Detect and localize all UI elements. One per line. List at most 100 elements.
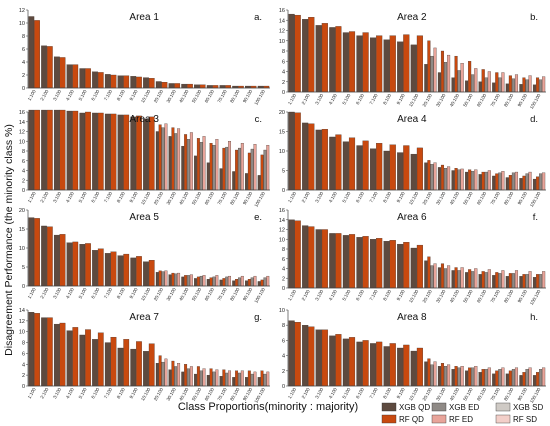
x-tick-label: 5:100 [78, 387, 88, 400]
bar-xgb-qd-2 [53, 56, 60, 89]
bar-rf-qd-9 [148, 343, 155, 387]
legend-label: XGB QD [399, 403, 430, 412]
panel-title: Area 8 [397, 312, 427, 323]
bar-rf-qd-5 [362, 236, 369, 289]
bar-rf-ed-16 [240, 143, 244, 191]
bar-xgb-ed-15 [225, 372, 229, 387]
bar-xgb-qd-16 [505, 276, 509, 289]
bar-xgb-qd-9 [410, 44, 417, 93]
x-tick-label: 8:100 [116, 191, 126, 204]
bar-rf-qd-12 [184, 275, 188, 287]
bar-xgb-qd-16 [232, 171, 236, 191]
bar-xgb-qd-8 [130, 348, 137, 387]
x-tick-label: 3:100 [314, 93, 324, 106]
panel-letter: b. [530, 12, 538, 23]
bar-rf-qd-12 [184, 364, 188, 387]
chart-panel-6: 0 2 4 6 8 10 12 14 16 1:100 2:100 3:100 4:100 5:100 6:… [279, 208, 546, 306]
bar-xgb-qd-9 [410, 153, 417, 191]
bar-rf-qd-16 [235, 279, 239, 287]
x-tick-label: 10:100 [408, 191, 420, 206]
bar-rf-qd-13 [468, 61, 472, 93]
bar-rf-qd-11 [440, 164, 445, 191]
bar-rf-qd-6 [376, 341, 383, 387]
bar-rf-ed-12 [460, 63, 464, 93]
bar-rf-ed-10 [164, 270, 168, 287]
bar-xgb-ed-15 [225, 146, 229, 191]
bar-rf-ed-13 [202, 136, 206, 191]
bar-rf-qd-4 [85, 68, 91, 89]
bar-rf-ed-14 [215, 275, 219, 287]
bar-xgb-ed-18 [539, 274, 543, 289]
y-tick-label: 6 [282, 59, 285, 65]
x-tick-label: 7:100 [103, 387, 113, 400]
bar-rf-qd-5 [97, 112, 104, 191]
x-tick-label: 20:100 [422, 289, 434, 304]
bar-rf-qd-12 [187, 83, 193, 89]
bar-rf-qd-3 [72, 64, 79, 89]
x-tick-label: 1:100 [27, 387, 37, 400]
bar-xgb-qd-3 [66, 110, 73, 191]
x-tick-label: 90:100 [242, 387, 254, 402]
bar-xgb-qd-7 [383, 39, 390, 93]
x-tick-label: 70:100 [489, 191, 501, 206]
x-tick-label: 8:100 [116, 387, 126, 400]
x-tick-label: 10:100 [140, 287, 152, 302]
x-tick-label: 4:100 [328, 387, 338, 400]
x-tick-label: 3:100 [314, 387, 324, 400]
bar-xgb-qd-13 [194, 84, 200, 89]
y-tick-label: 5 [282, 169, 285, 175]
bar-rf-qd-17 [522, 274, 526, 289]
x-tick-label: 7:100 [369, 387, 379, 400]
bar-xgb-qd-12 [451, 170, 455, 191]
bar-rf-qd-11 [171, 127, 175, 191]
x-tick-label: 10:100 [140, 89, 152, 104]
bar-xgb-qd-6 [370, 148, 377, 191]
x-tick-label: 70:100 [216, 89, 228, 104]
panel-letter: a. [254, 12, 262, 23]
bar-rf-qd-15 [495, 272, 499, 289]
bar-xgb-qd-16 [505, 83, 509, 93]
bar-rf-ed-12 [189, 366, 193, 387]
bar-rf-qd-17 [522, 175, 526, 191]
x-tick-label: 4:100 [328, 191, 338, 204]
bar-xgb-qd-18 [257, 281, 261, 287]
bar-xgb-qd-5 [356, 145, 363, 191]
bar-rf-qd-8 [403, 145, 410, 191]
bar-xgb-ed-17 [525, 274, 529, 289]
bar-xgb-qd-17 [519, 375, 523, 387]
bar-rf-qd-4 [348, 31, 356, 93]
bar-xgb-qd-9 [143, 261, 149, 287]
y-tick-label: 12 [19, 130, 25, 136]
bar-rf-qd-16 [508, 370, 512, 387]
bar-xgb-qd-17 [245, 377, 248, 387]
bar-rf-qd-9 [148, 260, 155, 287]
bar-rf-qd-0 [34, 313, 40, 387]
bar-xgb-qd-7 [117, 75, 124, 89]
bar-rf-qd-11 [440, 263, 445, 289]
bar-xgb-qd-7 [117, 347, 124, 387]
bar-xgb-qd-1 [302, 19, 309, 93]
bar-xgb-qd-10 [424, 260, 428, 289]
bar-xgb-ed-14 [212, 144, 216, 191]
x-tick-label: 6:100 [90, 191, 100, 204]
x-tick-label: 20:100 [422, 387, 434, 402]
legend-label: XGB SD [513, 403, 543, 412]
y-tick-label: 20 [19, 208, 25, 214]
bar-xgb-qd-3 [66, 330, 73, 387]
bar-xgb-qd-8 [397, 41, 404, 93]
bar-rf-qd-5 [362, 140, 369, 191]
bar-xgb-ed-16 [238, 277, 241, 287]
y-tick-label: 6 [282, 338, 285, 344]
bar-xgb-qd-2 [53, 234, 60, 287]
x-tick-label: 8:100 [116, 287, 126, 300]
y-tick-label: 6 [282, 257, 285, 263]
bar-rf-qd-14 [209, 143, 213, 191]
bar-xgb-qd-1 [41, 109, 47, 191]
bar-xgb-ed-13 [471, 271, 475, 289]
bar-xgb-qd-14 [206, 162, 210, 191]
x-tick-label: 90:100 [242, 287, 254, 302]
y-tick-label: 0 [22, 284, 25, 290]
x-tick-label: 20:100 [153, 191, 165, 206]
y-tick-label: 2 [282, 80, 285, 86]
bar-xgb-qd-3 [329, 233, 336, 289]
